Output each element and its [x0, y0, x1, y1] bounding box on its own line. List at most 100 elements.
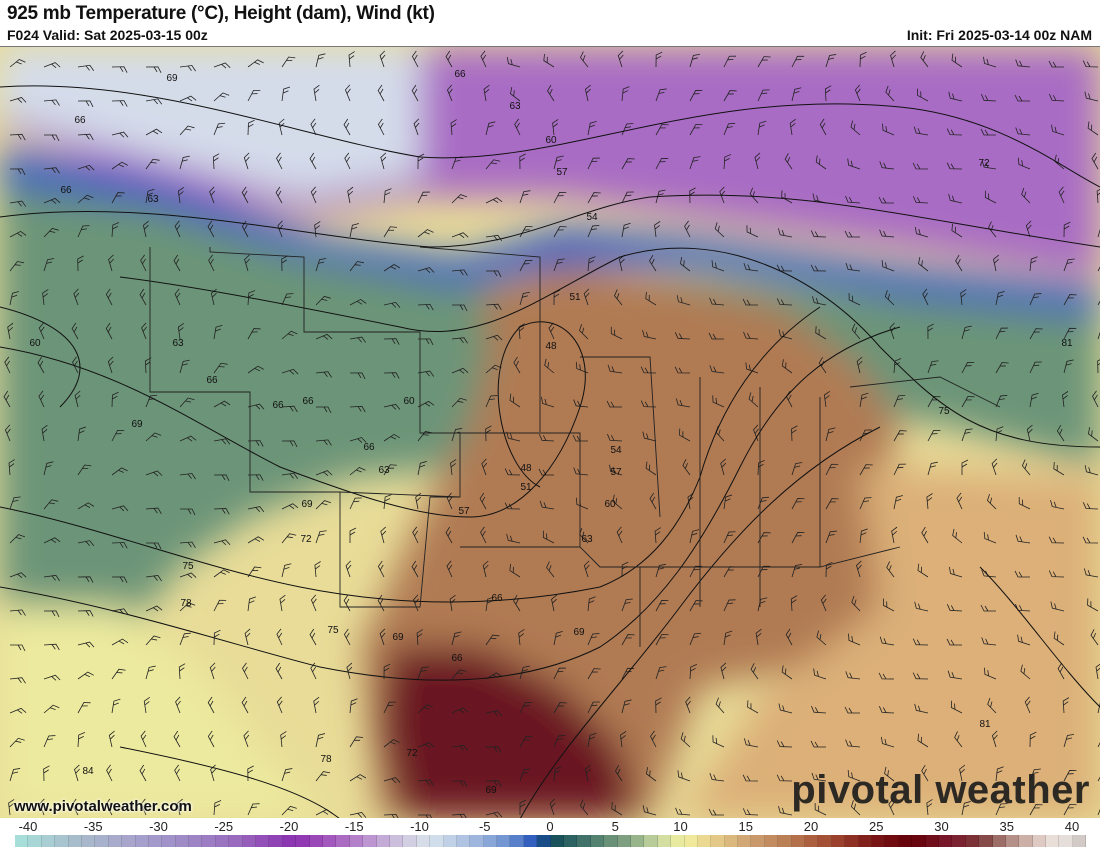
wind-barb: [417, 431, 432, 442]
wind-barb: [1025, 220, 1032, 238]
colorbar-bin: [256, 835, 270, 847]
wind-barb: [885, 85, 895, 102]
wind-barb: [856, 356, 863, 374]
wind-barb: [1029, 293, 1042, 306]
wind-barb: [712, 395, 725, 408]
wind-barb: [309, 628, 317, 646]
wind-barb: [723, 494, 733, 510]
wind-barb: [485, 425, 492, 442]
wind-barb: [757, 459, 765, 476]
wind-barb: [946, 604, 963, 612]
colorbar-bin: [1059, 835, 1073, 847]
wind-barb: [411, 50, 419, 68]
wind-barb: [825, 530, 837, 544]
wind-barb: [621, 699, 632, 714]
wind-barb: [948, 91, 963, 102]
wind-barb: [281, 368, 299, 375]
wind-barb: [757, 120, 767, 136]
wind-barb: [504, 502, 521, 510]
wind-barb: [1056, 424, 1065, 442]
wind-barb: [41, 424, 48, 442]
wind-barb: [143, 696, 150, 714]
contour-line: [0, 85, 1100, 188]
wind-barb: [720, 662, 727, 680]
wind-barb: [281, 330, 298, 340]
wind-barb: [680, 257, 691, 272]
wind-barb: [38, 322, 45, 340]
wind-barb: [791, 55, 805, 68]
contour-label: 72: [406, 748, 418, 759]
wind-barb: [209, 662, 216, 680]
wind-barb: [179, 435, 197, 442]
colorbar-bin: [724, 835, 739, 847]
wind-barb: [9, 707, 27, 714]
contour-label: 51: [520, 482, 532, 493]
wind-barb: [111, 131, 129, 138]
wind-barb: [912, 638, 929, 646]
wind-barb: [1029, 256, 1038, 272]
wind-barb: [207, 220, 215, 238]
wind-barb: [981, 637, 997, 646]
contour-label: 63: [147, 194, 159, 205]
wind-barb: [549, 798, 556, 816]
colorbar-bin: [229, 835, 243, 847]
wind-barb: [506, 431, 521, 442]
wind-barb: [313, 84, 320, 102]
wind-barb: [948, 193, 963, 204]
wind-barb: [824, 85, 832, 102]
wind-barb: [345, 560, 352, 578]
wind-barb: [208, 254, 215, 272]
contour-line: [979, 566, 1100, 708]
wind-barb: [579, 799, 589, 816]
wind-barb: [823, 390, 831, 408]
wind-barb: [1015, 534, 1031, 544]
wind-barb: [213, 362, 228, 374]
wind-barb: [674, 366, 691, 374]
wind-barb: [882, 598, 895, 612]
wind-barb: [617, 50, 624, 68]
wind-barb: [649, 492, 657, 510]
wind-barb: [1015, 59, 1031, 68]
wind-barb: [510, 87, 521, 102]
wind-barb: [993, 254, 1000, 272]
wind-barb: [922, 288, 929, 306]
colorbar-tick: -35: [83, 819, 103, 834]
wind-barb: [553, 191, 567, 204]
wind-barb: [145, 188, 155, 204]
colorbar-bin: [148, 835, 163, 847]
wind-barb: [812, 296, 827, 306]
contour-label: 63: [581, 534, 593, 545]
wind-barb: [43, 499, 59, 510]
weather-map[interactable]: 69 66 66 63 60 57 54 51 48 63 66 60 63 66 66 66 60 66 63 69…: [0, 46, 1100, 819]
wind-barb: [77, 64, 95, 72]
wind-barb: [927, 323, 934, 340]
wind-barb: [743, 331, 759, 340]
contour-label: 66: [74, 115, 86, 126]
wind-barb: [551, 594, 558, 612]
wind-barb: [379, 628, 386, 646]
wind-barb: [573, 399, 589, 408]
colorbar-tick: 35: [999, 819, 1014, 834]
wind-barb: [383, 464, 397, 476]
wind-barb: [584, 764, 591, 782]
wind-barb: [108, 730, 115, 748]
wind-barb: [213, 474, 230, 482]
wind-barb: [247, 328, 261, 340]
wind-barb: [514, 118, 521, 136]
contour-label: 69: [131, 419, 143, 430]
colorbar-bin: [483, 835, 498, 847]
wind-barb: [243, 730, 250, 748]
contour-label: 66: [60, 185, 72, 196]
wind-barb: [145, 542, 162, 550]
wind-barb: [1050, 499, 1065, 510]
wind-barb: [811, 772, 827, 782]
wind-barb: [674, 332, 691, 340]
wind-barb: [609, 464, 623, 476]
wind-barb: [742, 774, 759, 782]
wind-barb: [415, 492, 422, 510]
wind-barb: [1082, 502, 1099, 510]
wind-barb: [243, 152, 250, 170]
wind-barb: [859, 528, 868, 544]
wind-barb: [349, 497, 362, 510]
wind-barb: [383, 403, 401, 410]
